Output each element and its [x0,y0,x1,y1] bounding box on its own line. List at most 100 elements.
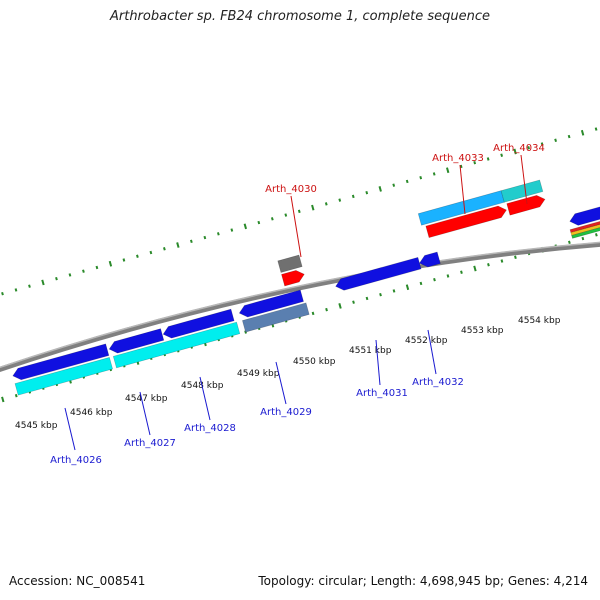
gene-labels: Arth_4026 Arth_4027 Arth_4028 Arth_4029 Arth… [50,143,545,466]
gene-arth-4028-arrow [162,308,235,339]
tick-mark [55,276,58,281]
gene-label-arth-4031: Arth_4031 [356,388,408,399]
tick-mark [594,127,598,131]
scale-label: 4546 kbp [70,408,113,418]
label-leader [375,339,381,386]
tick-mark [230,228,234,232]
tick-mark [1,291,4,296]
scale-label: 4547 kbp [125,394,168,404]
tick-mark [527,146,530,150]
scale-label: 4552 kbp [405,336,448,346]
gene-label-arth-4026: Arth_4026 [50,455,102,466]
tick-mark [446,274,450,278]
gene-features [12,179,600,396]
label-leader [427,329,437,375]
tick-mark [297,209,301,214]
accession-text: Accession: NC_008541 [9,574,146,588]
tick-mark [500,259,504,263]
gene-arth-4030-bar [277,254,303,273]
gene-arth-4033-arrow [425,205,507,239]
tick-mark [122,258,126,262]
tick-mark [28,284,31,288]
tick-mark [352,300,355,304]
tick-mark [270,217,274,221]
tick-mark [567,134,571,139]
tick-mark [432,172,436,176]
gene-unlabeled-reverse [569,206,600,226]
tick-mark [405,284,410,291]
tick-mark [568,240,571,245]
genome-summary: Topology: circular; Length: 4,698,945 bp… [258,574,588,588]
gene-label-arth-4028: Arth_4028 [184,423,236,434]
map-title: Arthrobacter sp. FB24 chromosome 1, comp… [109,9,491,24]
gene-arth-4034-arrow [506,195,546,216]
tick-mark [486,157,490,161]
tick-mark [324,202,328,206]
tick-mark [82,269,85,273]
tick-mark [580,129,585,136]
tick-mark [513,148,517,155]
tick-mark [338,198,342,202]
tick-mark [244,330,247,334]
tick-mark [351,194,355,199]
tick-mark [311,204,315,211]
tick-mark [446,167,450,174]
tick-mark [325,307,328,312]
tick-mark [311,311,315,316]
tick-mark [243,223,248,230]
gene-arth-4026-arrow [12,343,110,381]
tick-mark [419,281,423,286]
tick-mark [581,236,585,241]
scale-label: 4551 kbp [349,346,392,356]
label-leader [275,361,287,405]
backbone-line [0,241,600,372]
tick-mark [68,273,72,277]
tick-mark [595,233,598,237]
tick-mark [405,179,409,184]
scale-label: 4554 kbp [518,316,561,326]
tick-mark [487,263,490,267]
gene-label-arth-4029: Arth_4029 [260,407,312,418]
tick-mark [365,296,369,301]
gene-stripe-1 [569,221,600,233]
label-leader [290,195,302,258]
tick-mark [459,164,463,169]
gene-stripe-2 [570,224,600,236]
tick-mark [1,396,5,403]
tick-mark [41,279,45,286]
tick-mark [419,175,423,180]
tick-mark [338,303,342,309]
label-leader [199,376,211,421]
gene-label-arth-4027: Arth_4027 [124,438,176,449]
tick-mark [163,247,166,251]
tick-mark [108,260,113,267]
tick-mark [392,289,396,293]
tick-mark [95,265,99,270]
tick-mark [284,213,288,217]
tick-mark [14,288,18,292]
tick-mark [392,183,396,187]
gene-label-arth-4034: Arth_4034 [493,143,545,154]
tick-mark [460,270,463,274]
tick-mark [149,250,153,255]
tick-mark [257,220,261,225]
tick-mark [216,232,220,236]
tick-mark [190,239,193,244]
outer-tick-track [1,127,598,296]
gene-arth-4027-bar [112,321,241,369]
gene-label-arth-4033: Arth_4033 [432,153,484,164]
gene-arth-4029-bar [242,302,310,333]
tick-mark [540,142,544,146]
gene-label-arth-4032: Arth_4032 [412,377,464,388]
tick-mark [514,255,517,259]
label-leader [64,407,76,451]
gene-arth-4030-arrow [281,270,305,287]
gene-arth-4026-bar [14,357,113,396]
tick-mark [365,190,369,195]
tick-mark [203,235,207,240]
tick-mark [500,153,504,157]
label-leader [139,391,151,436]
tick-mark [433,278,436,282]
label-leader [520,154,528,205]
